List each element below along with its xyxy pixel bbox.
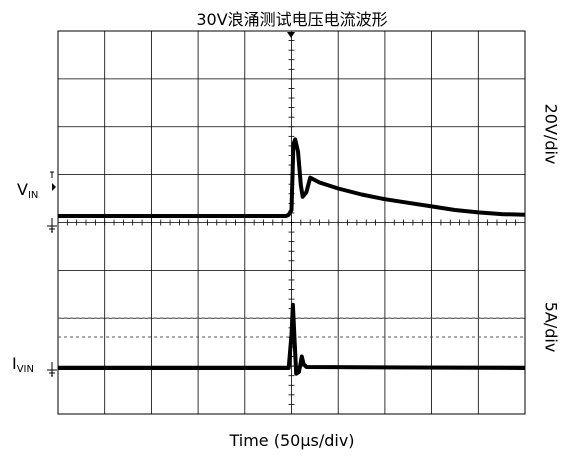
voltage-marker-icon (50, 171, 56, 191)
ground-marker-voltage-icon (47, 218, 57, 233)
voltage-scale-label: 20V/div (541, 103, 561, 165)
vin-label-main: V (17, 180, 28, 199)
ivin-trace (58, 302, 526, 376)
trigger-marker (287, 32, 295, 38)
current-scale-label: 5A/div (541, 301, 561, 353)
ground-marker-current-icon (47, 362, 57, 377)
vin-trace (58, 137, 526, 218)
chart-title: 30V浪涌测试电压电流波形 (196, 10, 388, 29)
x-axis-label: Time (50µs/div) (229, 431, 355, 450)
ivin-label-sub: VIN (16, 364, 34, 375)
ivin-channel-label: IVIN (12, 354, 34, 375)
vin-label-sub: IN (27, 190, 39, 201)
ivin-label-main: I (12, 354, 17, 373)
vin-channel-label: VIN (17, 180, 39, 201)
